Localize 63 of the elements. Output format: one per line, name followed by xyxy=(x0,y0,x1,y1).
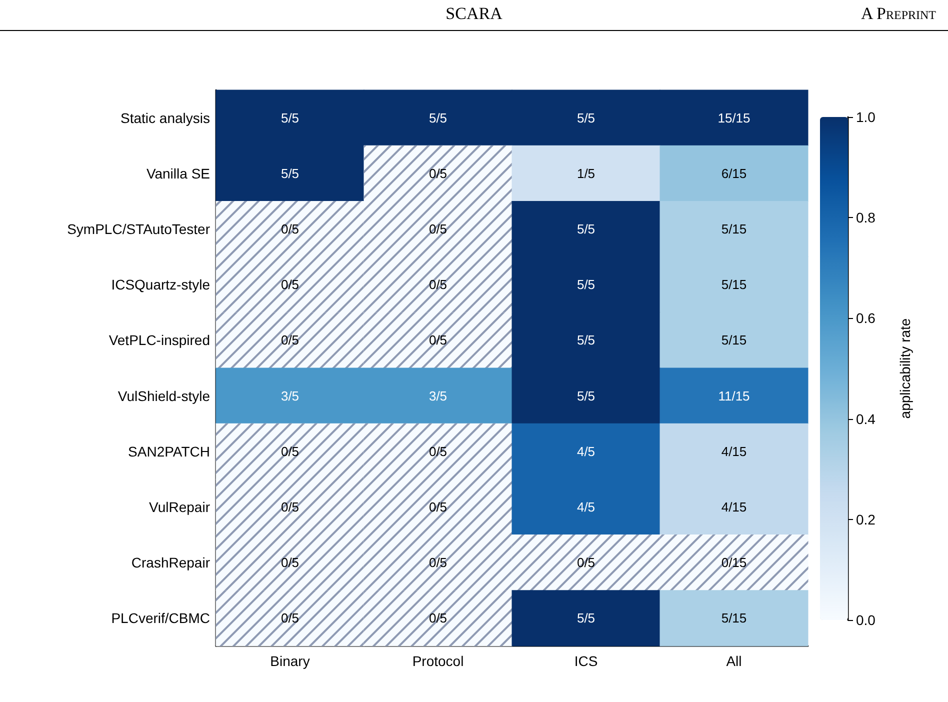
color-bar-label: 0.0 xyxy=(856,612,876,628)
data-label: 0/5 xyxy=(428,277,448,292)
data-label: 0/5 xyxy=(576,555,596,570)
x-tick-label: Binary xyxy=(270,653,310,669)
y-tick-label: CrashRepair xyxy=(131,554,210,571)
y-tick-label: Static analysis xyxy=(120,110,210,126)
y-tick-label: ICSQuartz-style xyxy=(111,276,210,293)
color-bar-label: 0.2 xyxy=(856,511,876,528)
data-label: 5/15 xyxy=(721,610,747,626)
data-label: 4/15 xyxy=(721,500,747,514)
data-label: 0/5 xyxy=(428,222,448,236)
data-label: 6/15 xyxy=(721,166,747,181)
data-label: 15/15 xyxy=(718,110,750,126)
data-label: 5/15 xyxy=(721,277,747,292)
data-label: 0/5 xyxy=(280,444,300,459)
x-tick-label: All xyxy=(726,653,742,669)
data-label: 1/5 xyxy=(576,166,596,181)
data-label: 0/5 xyxy=(428,444,448,459)
color-bar-label: 0.8 xyxy=(856,210,876,226)
data-label: 5/5 xyxy=(280,110,300,126)
color-bar-label: 0.6 xyxy=(856,310,876,326)
data-label: 3/5 xyxy=(428,388,448,404)
data-label: 0/5 xyxy=(280,332,300,348)
y-tick-label: VetPLC-inspired xyxy=(108,332,210,348)
color-bar-label: 0.4 xyxy=(856,410,876,427)
y-tick-label: VulShield-style xyxy=(118,388,210,404)
data-label: 5/5 xyxy=(280,166,300,181)
y-tick-label: SAN2PATCH xyxy=(128,443,210,460)
data-label: 0/5 xyxy=(428,166,448,181)
data-label: 0/5 xyxy=(428,610,448,626)
data-label: 11/15 xyxy=(718,388,750,404)
data-label: 0/5 xyxy=(280,500,300,514)
y-tick-label: Vanilla SE xyxy=(146,165,210,182)
data-label: 5/5 xyxy=(576,110,596,126)
data-label: 3/5 xyxy=(280,388,300,404)
data-label: 4/5 xyxy=(576,500,596,514)
data-label: 0/5 xyxy=(428,555,448,570)
data-label: 5/5 xyxy=(576,222,596,236)
data-label: 0/5 xyxy=(428,500,448,514)
color-bar-label: 1.0 xyxy=(856,109,876,125)
text: SCARA xyxy=(446,4,502,23)
y-tick-label: SymPLC/STAutoTester xyxy=(67,221,210,237)
data-label: 0/15 xyxy=(721,555,747,570)
x-tick-label: ICS xyxy=(574,653,598,669)
data-label: 0/5 xyxy=(280,277,300,292)
data-label: 5/15 xyxy=(721,222,747,236)
data-label: 4/5 xyxy=(576,444,596,459)
color-bar-title: applicability rate xyxy=(897,318,913,419)
y-tick-label: VulRepair xyxy=(149,499,210,515)
data-label: 5/5 xyxy=(428,110,448,126)
text: A Preprint xyxy=(860,4,936,24)
x-tick-label: Protocol xyxy=(412,653,464,669)
y-tick-label: PLCverif/CBMC xyxy=(111,610,210,626)
data-label: 5/15 xyxy=(721,332,747,348)
data-label: 4/15 xyxy=(721,444,747,459)
data-label: 0/5 xyxy=(428,332,448,348)
data-label: 0/5 xyxy=(280,610,300,626)
data-label: 0/5 xyxy=(280,555,300,570)
data-label: 5/5 xyxy=(576,277,596,292)
data-label: 5/5 xyxy=(576,332,596,348)
data-label: 5/5 xyxy=(576,610,596,626)
data-label: 5/5 xyxy=(576,388,596,404)
data-label: 0/5 xyxy=(280,222,300,236)
